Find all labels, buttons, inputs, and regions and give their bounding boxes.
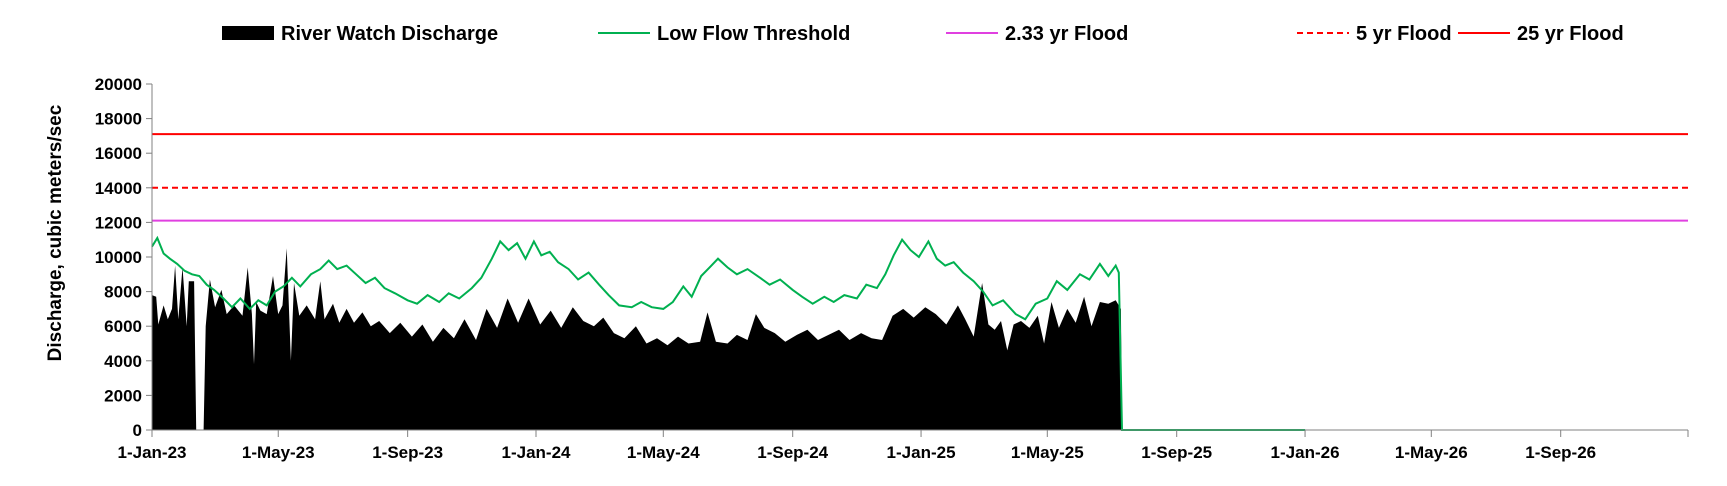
legend-label: River Watch Discharge <box>281 23 498 45</box>
series-river-watch-discharge <box>152 248 1122 430</box>
axes: 0 2000 4000 6000 8000 10000 12000 14000 16000 180… <box>95 75 1689 462</box>
legend-swatch <box>222 26 274 40</box>
x-tick-label: 1-Sep-24 <box>757 443 828 462</box>
x-tick-label: 1-Jan-23 <box>118 443 187 462</box>
x-tick-label: 1-May-23 <box>242 443 315 462</box>
legend-label: Low Flow Threshold <box>657 23 850 45</box>
legend-label: 25 yr Flood <box>1517 23 1624 45</box>
legend-item-low-flow-threshold: Low Flow Threshold <box>598 23 850 45</box>
x-tick-label: 1-Jan-26 <box>1271 443 1340 462</box>
x-tick-label: 1-May-25 <box>1011 443 1084 462</box>
y-tick-label: 12000 <box>95 213 142 232</box>
legend: River Watch Discharge Low Flow Threshold 2… <box>222 23 1624 45</box>
y-tick-label: 6000 <box>104 317 142 336</box>
y-tick-label: 4000 <box>104 352 142 371</box>
legend-item-2-33-yr-flood: 2.33 yr Flood <box>946 23 1128 45</box>
y-tick-label: 18000 <box>95 110 142 129</box>
y-tick-label: 2000 <box>104 386 142 405</box>
legend-item-5-yr-flood: 5 yr Flood <box>1297 23 1452 45</box>
x-tick-label: 1-Sep-25 <box>1141 443 1212 462</box>
y-tick-label: 14000 <box>95 179 142 198</box>
y-tick-label: 0 <box>133 421 142 440</box>
x-tick-label: 1-Jan-24 <box>502 443 572 462</box>
x-tick-label: 1-May-24 <box>627 443 700 462</box>
x-tick-label: 1-May-26 <box>1395 443 1468 462</box>
x-tick-label: 1-Sep-23 <box>372 443 443 462</box>
x-tick-label: 1-Sep-26 <box>1525 443 1596 462</box>
legend-item-25-yr-flood: 25 yr Flood <box>1458 23 1624 45</box>
y-tick-label: 16000 <box>95 144 142 163</box>
plot-area <box>151 133 1688 431</box>
legend-label: 5 yr Flood <box>1356 23 1452 45</box>
x-tick-label: 1-Jan-25 <box>887 443 956 462</box>
y-tick-label: 10000 <box>95 248 142 267</box>
legend-item-river-watch-discharge: River Watch Discharge <box>222 23 498 45</box>
series-low-flow-threshold <box>151 235 1306 431</box>
y-tick-label: 8000 <box>104 283 142 302</box>
legend-label: 2.33 yr Flood <box>1005 23 1128 45</box>
y-axis-label: Discharge, cubic meters/sec <box>45 104 66 361</box>
y-tick-label: 20000 <box>95 75 142 94</box>
